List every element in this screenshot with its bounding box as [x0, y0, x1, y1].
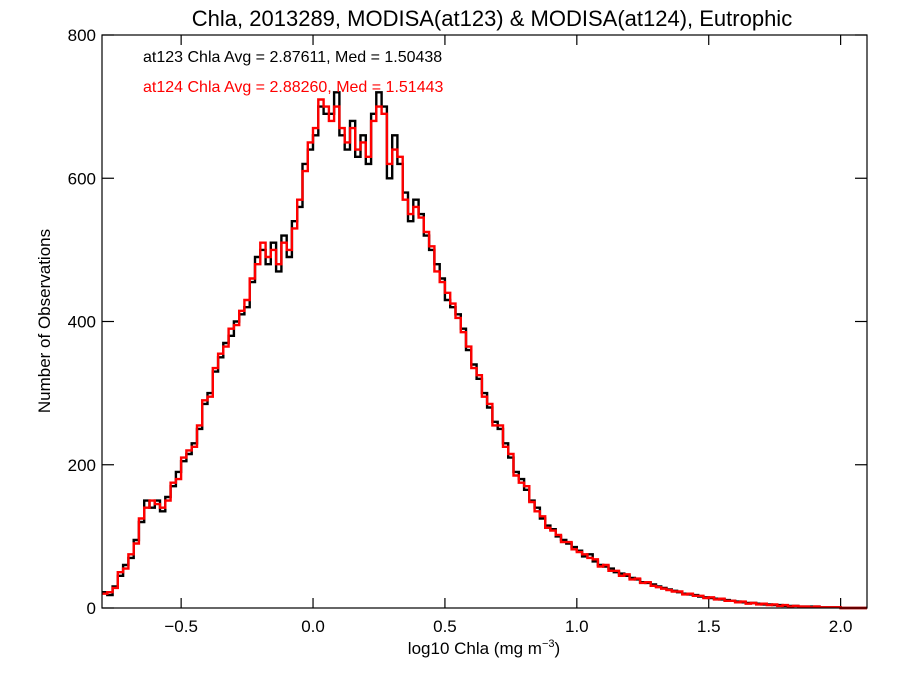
x-tick-label: 0.5	[433, 617, 457, 636]
y-tick-label: 200	[68, 456, 96, 475]
x-tick-label: 2.0	[829, 617, 853, 636]
y-tick-label: 600	[68, 169, 96, 188]
x-tick-label: 0.0	[301, 617, 325, 636]
x-axis-label: log10 Chla (mg m−3)	[408, 638, 560, 658]
chart-title: Chla, 2013289, MODISA(at123) & MODISA(at…	[192, 6, 792, 31]
plot-frame	[101, 34, 868, 609]
x-tick-label: 1.0	[565, 617, 589, 636]
legend-entry-at124: at124 Chla Avg = 2.88260, Med = 1.51443	[143, 79, 443, 96]
legend-entry-at123: at123 Chla Avg = 2.87611, Med = 1.50438	[143, 49, 442, 66]
x-axis-label-superscript: −3	[542, 638, 555, 650]
x-tick-label: 1.5	[697, 617, 721, 636]
y-tick-label: 400	[68, 313, 96, 332]
series-line-at124	[102, 98, 867, 610]
axes: −0.5 0.0 0.5 1.0 1.5 2.0 0 200 400 600 800	[68, 26, 867, 636]
y-tick-label: 800	[68, 26, 96, 45]
series-layer	[102, 91, 867, 610]
x-axis-label-main: log10 Chla (mg m	[408, 639, 542, 658]
x-axis-label-suffix: )	[555, 639, 561, 658]
x-tick-label: −0.5	[164, 617, 198, 636]
series-line-at123	[102, 91, 867, 610]
y-axis-label: Number of Observations	[35, 229, 54, 413]
y-tick-label: 0	[87, 599, 96, 618]
